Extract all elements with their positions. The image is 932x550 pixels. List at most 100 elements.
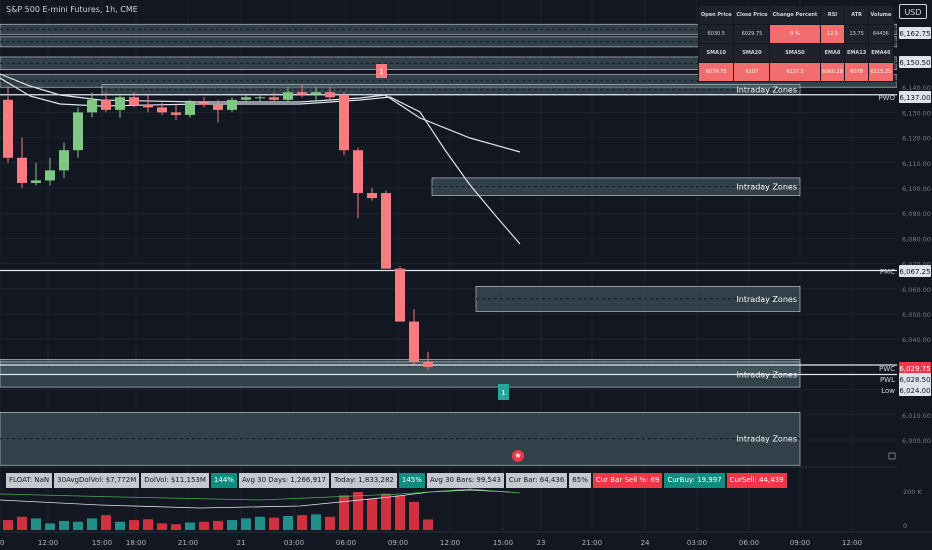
level-marker-label: PWC xyxy=(879,365,895,373)
volume-bar xyxy=(255,516,265,530)
price-tick: 6,000.00 xyxy=(902,437,931,445)
alert-icon[interactable]: ★ xyxy=(512,450,524,462)
price-label-bg xyxy=(899,373,931,385)
volume-bar xyxy=(17,516,27,530)
candle-body xyxy=(157,107,167,113)
candle-body xyxy=(297,92,307,95)
candle-body xyxy=(199,102,209,105)
stat-chip: CurBuy: 19,997 xyxy=(664,473,725,488)
price-tick: 6,080.00 xyxy=(902,235,931,243)
price-tick: 6,070.00 xyxy=(902,261,931,269)
price-tick: 6,040.00 xyxy=(902,336,931,344)
stat-chip: 145% xyxy=(398,473,425,488)
volume-bar xyxy=(3,520,13,530)
candle-body xyxy=(17,157,27,183)
volume-bar xyxy=(325,516,335,530)
intraday-zone: Intraday Zones xyxy=(0,411,801,466)
candle-body xyxy=(129,97,139,105)
price-label-bg xyxy=(899,56,931,68)
candle-body xyxy=(269,97,279,100)
volume-bar xyxy=(395,495,405,530)
time-axis-bg xyxy=(0,532,932,550)
table-cell: 6079.75 xyxy=(697,62,735,82)
candle-body xyxy=(325,92,335,98)
candle-body xyxy=(395,268,405,322)
volume-bar xyxy=(353,492,363,530)
volume-bar xyxy=(423,519,433,530)
volume-bar xyxy=(199,521,209,530)
signal-marker xyxy=(376,64,387,78)
volume-bar xyxy=(73,521,83,530)
candle-body xyxy=(381,193,391,269)
candle-body xyxy=(31,180,41,183)
price-table: Open Price Close Price Change Percent RS… xyxy=(697,5,895,82)
stat-chip: CurSell: 44,439 xyxy=(726,473,787,488)
candle-body xyxy=(241,97,251,100)
volume-bar xyxy=(297,515,307,530)
price-label-bg xyxy=(899,91,931,103)
time-tick: 06:00 xyxy=(336,539,356,547)
stat-chip: FLOAT: NaN xyxy=(6,473,53,488)
price-label: 6,028.50 xyxy=(899,376,930,384)
volume-bar xyxy=(409,501,419,530)
intraday-zone: Intraday Zones xyxy=(431,177,801,196)
volume-bar xyxy=(381,493,391,530)
volume-tick: 0 xyxy=(903,522,907,530)
candle-body xyxy=(283,92,293,100)
table-row: 6030.5 6029.75 0 % 12.5 13.75 64436 xyxy=(697,24,895,44)
volume-bar xyxy=(311,514,321,530)
time-tick: 03:00 xyxy=(687,539,707,547)
time-tick: 23 xyxy=(537,539,546,547)
time-tick: 21:00 xyxy=(178,539,198,547)
price-label-bg xyxy=(899,265,931,277)
volume-bar xyxy=(367,498,377,530)
table-cell: 6029.75 xyxy=(733,24,771,44)
price-label-bg xyxy=(899,384,931,396)
stat-chip: DolVol: $11,153M xyxy=(141,473,209,488)
table-cell: 64436 xyxy=(867,24,895,44)
zone-label: Intraday Zones xyxy=(736,295,797,304)
price-tick: 6,110.00 xyxy=(902,160,931,168)
table-row: 6079.75 6107 6127.5 6060.29 6078 6115.25 xyxy=(697,62,895,82)
scroll-handle xyxy=(888,452,896,460)
time-tick: 09:00 xyxy=(790,539,810,547)
volume-bar xyxy=(115,521,125,530)
stat-chip: Cur Bar Sell %: 69 xyxy=(592,473,663,488)
candle-body xyxy=(423,361,433,367)
table-cell: 13.75 xyxy=(844,24,869,44)
currency-button[interactable]: USD xyxy=(899,4,927,19)
volume-bar xyxy=(101,515,111,530)
table-cell: 6115.25 xyxy=(867,62,895,82)
time-tick: 18:00 xyxy=(126,539,146,547)
stats-bar: FLOAT: NaN 30AvgDolVol: $7,772M DolVol: $1… xyxy=(6,473,787,488)
table-cell: 6127.5 xyxy=(769,62,821,82)
signal-label: 1 xyxy=(379,68,383,76)
table-header: SMA50 xyxy=(769,43,821,63)
table-header: SMA10 xyxy=(697,43,735,63)
candle-body xyxy=(101,99,111,110)
time-tick: 12:00 xyxy=(38,539,58,547)
intraday-zone: Intraday Zones xyxy=(101,84,801,96)
price-label: 6,150.50 xyxy=(899,59,930,67)
table-header: EMA8 xyxy=(819,43,846,63)
table-header: Close Price xyxy=(733,5,771,25)
volume-bar xyxy=(157,523,167,530)
candle-body xyxy=(185,102,195,115)
volume-bar xyxy=(129,520,139,530)
price-tick: 6,060.00 xyxy=(902,286,931,294)
table-cell: 6030.5 xyxy=(697,24,735,44)
price-label: 6,029.75 xyxy=(899,365,930,373)
table-cell: 6060.29 xyxy=(819,62,846,82)
candle-body xyxy=(3,99,13,158)
candle-body xyxy=(87,99,97,113)
volume-bar xyxy=(171,524,181,530)
time-tick: 12:00 xyxy=(440,539,460,547)
time-tick: 12:00 xyxy=(842,539,862,547)
table-header: ATR xyxy=(844,5,869,25)
candle-body xyxy=(353,150,363,194)
table-cell: 6078 xyxy=(844,62,869,82)
volume-bar xyxy=(213,520,223,530)
price-label-bg xyxy=(899,362,931,374)
chart-title: S&P 500 E-mini Futures, 1h, CME xyxy=(6,5,138,14)
